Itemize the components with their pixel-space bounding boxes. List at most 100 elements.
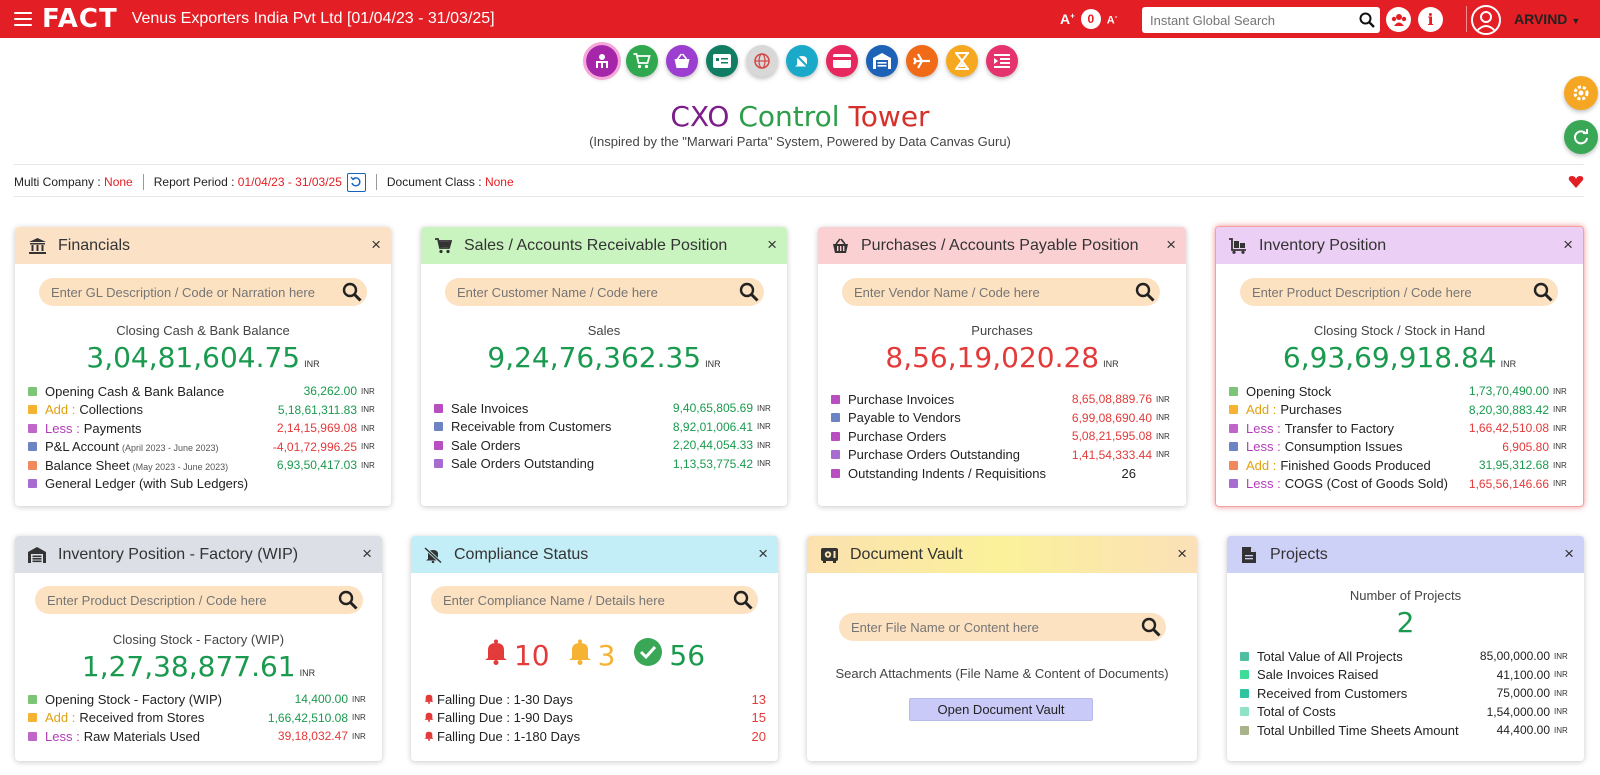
purchases-card-header[interactable]: Purchases / Accounts Payable Position × xyxy=(818,227,1186,264)
compliance-due-row[interactable]: Falling Due : 1-30 Days 13 xyxy=(424,690,766,709)
fact-logo[interactable]: FACT xyxy=(42,4,118,34)
metric-row[interactable]: Sale Invoices Raised 41,100.00 INR xyxy=(1240,666,1572,685)
search-icon[interactable] xyxy=(1528,282,1558,302)
financials-card-header[interactable]: Financials × xyxy=(15,227,391,264)
hourglass-icon[interactable] xyxy=(946,45,978,77)
search-icon[interactable] xyxy=(1354,8,1380,32)
metric-row[interactable]: Less : Consumption Issues 6,905.80 INR xyxy=(1229,438,1571,457)
vault-card-header[interactable]: Document Vault × xyxy=(807,536,1197,573)
search-icon[interactable] xyxy=(1136,617,1166,637)
metric-row[interactable]: Opening Stock 1,73,70,490.00 INR xyxy=(1229,382,1571,401)
metric-row[interactable]: Payable to Vendors 6,99,08,690.40 INR xyxy=(831,409,1174,428)
company-name[interactable]: Venus Exporters India Pvt Ltd [01/04/23 … xyxy=(131,10,495,27)
metric-row[interactable]: Opening Cash & Bank Balance 36,262.00 INR xyxy=(28,382,379,401)
font-decrease-button[interactable]: A- xyxy=(1106,11,1118,27)
bank-icon[interactable] xyxy=(866,45,898,77)
close-icon[interactable]: × xyxy=(1177,544,1187,563)
document-class-filter[interactable]: Document Class : None xyxy=(387,175,514,189)
metric-row[interactable]: Add : Finished Goods Produced 31,95,312.68… xyxy=(1229,456,1571,475)
sales-card-header[interactable]: Sales / Accounts Receivable Position × xyxy=(421,227,787,264)
card-icon[interactable] xyxy=(826,45,858,77)
globe-icon[interactable] xyxy=(746,45,778,77)
projects-card-header[interactable]: Projects × xyxy=(1227,536,1584,573)
vault-search-input[interactable] xyxy=(839,614,1136,640)
compliance-card-header[interactable]: Compliance Status × xyxy=(411,536,778,573)
metric-row[interactable]: Total Value of All Projects 85,00,000.00 I… xyxy=(1240,647,1572,666)
vendor-search-input[interactable] xyxy=(842,279,1130,305)
metric-row[interactable]: Outstanding Indents / Requisitions 26 xyxy=(831,464,1174,483)
global-search-input[interactable] xyxy=(1142,8,1354,32)
product-search-input[interactable] xyxy=(1240,279,1528,305)
metric-row[interactable]: Opening Stock - Factory (WIP) 14,400.00 IN… xyxy=(28,690,370,709)
info-icon[interactable]: i xyxy=(1418,7,1443,32)
gl-search-input[interactable] xyxy=(39,279,337,305)
metric-row[interactable]: Less : Payments 2,14,15,969.08 INR xyxy=(28,419,379,438)
metric-row[interactable]: Less : Transfer to Factory 1,66,42,510.08 I… xyxy=(1229,419,1571,438)
metric-row[interactable]: Balance Sheet (May 2023 - June 2023) 6,93,… xyxy=(28,456,379,475)
user-avatar-icon[interactable] xyxy=(1471,5,1501,35)
compliance-due-row[interactable]: Falling Due : 1-180 Days 20 xyxy=(424,727,766,746)
compliance-due-row[interactable]: Falling Due : 1-90 Days 15 xyxy=(424,709,766,728)
collapse-filters-icon[interactable] xyxy=(1568,175,1584,194)
close-icon[interactable]: × xyxy=(371,235,381,254)
due-count[interactable]: 3 xyxy=(597,639,616,672)
open-document-vault-button[interactable]: Open Document Vault xyxy=(909,698,1093,721)
metric-row[interactable]: Total Unbilled Time Sheets Amount 44,400.… xyxy=(1240,721,1572,740)
metric-row[interactable]: Purchase Invoices 8,65,08,889.76 INR xyxy=(831,390,1174,409)
hamburger-menu-icon[interactable] xyxy=(14,12,32,26)
font-level-badge[interactable]: 0 xyxy=(1080,9,1101,29)
metric-row[interactable]: Received from Customers 75,000.00 INR xyxy=(1240,684,1572,703)
metric-row[interactable]: Add : Collections 5,18,61,311.83 INR xyxy=(28,401,379,420)
completed-count[interactable]: 56 xyxy=(669,639,706,672)
close-icon[interactable]: × xyxy=(1564,544,1574,563)
basket-icon[interactable] xyxy=(666,45,698,77)
refresh-icon[interactable] xyxy=(1564,120,1598,154)
search-icon[interactable] xyxy=(1130,282,1160,302)
plane-icon[interactable] xyxy=(906,45,938,77)
customer-search-input[interactable] xyxy=(445,279,734,305)
closing-cash-value[interactable]: 3,04,81,604.75 INR xyxy=(15,341,391,374)
overdue-count[interactable]: 10 xyxy=(513,639,550,672)
metric-row[interactable]: P&L Account (April 2023 - June 2023) -4,01… xyxy=(28,438,379,457)
metric-row[interactable]: Sale Invoices 9,40,65,805.69 INR xyxy=(434,399,775,418)
sales-value[interactable]: 9,24,76,362.35 INR xyxy=(421,341,787,374)
metric-row[interactable]: Total of Costs 1,54,000.00 INR xyxy=(1240,703,1572,722)
report-period-filter[interactable]: Report Period : 01/04/23 - 31/03/25 xyxy=(154,175,342,189)
metric-row[interactable]: Receivable from Customers 8,92,01,006.41 I… xyxy=(434,418,775,437)
compliance-search-input[interactable] xyxy=(431,587,728,613)
close-icon[interactable]: × xyxy=(767,235,777,254)
menu-list-icon[interactable] xyxy=(986,45,1018,77)
metric-row[interactable]: Purchase Orders 5,08,21,595.08 INR xyxy=(831,427,1174,446)
metric-row[interactable]: Less : Raw Materials Used 39,18,032.47 INR xyxy=(28,727,370,746)
search-icon[interactable] xyxy=(734,282,764,302)
search-icon[interactable] xyxy=(333,590,363,610)
metric-row[interactable]: Add : Received from Stores 1,66,42,510.08 I… xyxy=(28,709,370,728)
metric-row[interactable]: Add : Purchases 8,20,30,883.42 INR xyxy=(1229,401,1571,420)
compliance-icon[interactable] xyxy=(786,45,818,77)
reset-period-icon[interactable] xyxy=(346,172,366,192)
wip-search-input[interactable] xyxy=(35,587,333,613)
search-icon[interactable] xyxy=(337,282,367,302)
inventory-card-header[interactable]: Inventory Position × xyxy=(1216,227,1583,264)
cart-icon[interactable] xyxy=(626,45,658,77)
closing-stock-value[interactable]: 6,93,69,918.84 INR xyxy=(1216,341,1583,374)
multi-company-filter[interactable]: Multi Company : None xyxy=(14,175,133,189)
search-icon[interactable] xyxy=(728,590,758,610)
metric-row[interactable]: Less : COGS (Cost of Goods Sold) 1,65,56,1… xyxy=(1229,475,1571,494)
settings-gear-icon[interactable] xyxy=(1564,76,1598,110)
close-icon[interactable]: × xyxy=(758,544,768,563)
metric-row[interactable]: General Ledger (with Sub Ledgers) xyxy=(28,475,379,494)
ledger-icon[interactable] xyxy=(706,45,738,77)
purchases-value[interactable]: 8,56,19,020.28 INR xyxy=(818,341,1186,374)
metric-row[interactable]: Sale Orders Outstanding 1,13,53,775.42 INR xyxy=(434,455,775,474)
dashboard-icon[interactable] xyxy=(583,42,621,80)
group-icon[interactable] xyxy=(1386,7,1411,32)
wip-card-header[interactable]: Inventory Position - Factory (WIP) × xyxy=(15,536,382,573)
close-icon[interactable]: × xyxy=(1563,235,1573,254)
close-icon[interactable]: × xyxy=(1166,235,1176,254)
close-icon[interactable]: × xyxy=(362,544,372,563)
wip-closing-value[interactable]: 1,27,38,877.61 INR xyxy=(15,650,382,683)
user-menu[interactable]: ARVIND ▼ xyxy=(1514,11,1580,27)
font-increase-button[interactable]: A+ xyxy=(1060,11,1075,27)
metric-row[interactable]: Sale Orders 2,20,44,054.33 INR xyxy=(434,436,775,455)
